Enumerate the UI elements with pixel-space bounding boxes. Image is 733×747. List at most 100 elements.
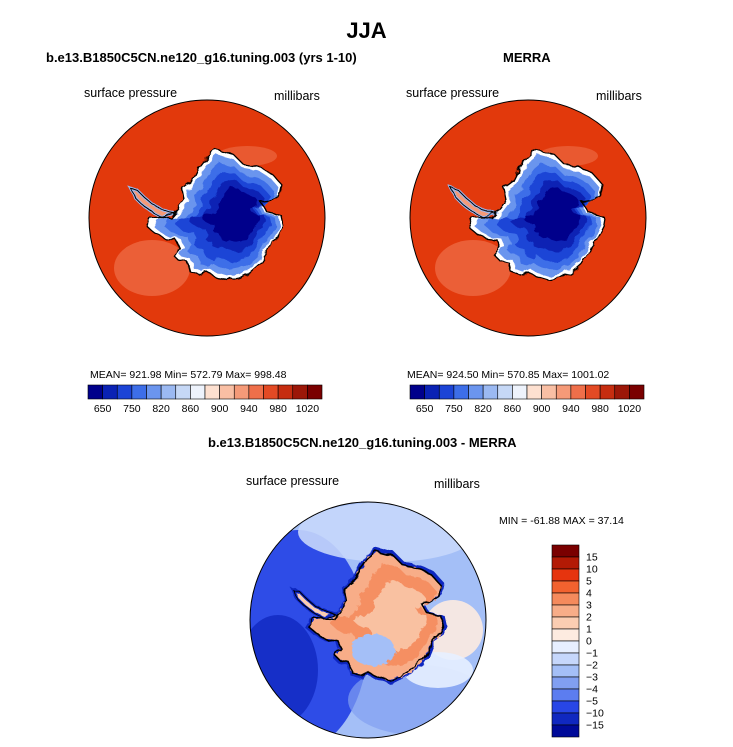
colorbar-tick-label: 650: [94, 403, 112, 415]
colorbar-swatch: [614, 384, 630, 400]
coastline: [307, 550, 445, 682]
colorbar-tick-label: −15: [586, 720, 604, 732]
colorbar-swatch: [277, 384, 294, 400]
colorbar-swatch: [551, 640, 580, 654]
colorbar-tick-label: 980: [591, 403, 609, 415]
colorbar-tick-label: −4: [586, 684, 598, 696]
colorbar-tick-label: 1: [586, 624, 592, 636]
colorbar-tick-label: −5: [586, 696, 598, 708]
colorbar-swatch: [551, 604, 580, 618]
colorbar-tick-label: 650: [416, 403, 434, 415]
coastline: [146, 148, 285, 282]
coastline: [129, 187, 176, 218]
colorbar-swatch: [116, 384, 133, 400]
colorbar-swatch: [551, 556, 580, 570]
colorbar-swatch: [551, 712, 580, 726]
coastline: [467, 148, 606, 282]
left-stats: MEAN= 921.98 Min= 572.79 Max= 998.48: [90, 369, 287, 381]
right-units-label: millibars: [596, 89, 642, 103]
colorbar-swatch: [551, 676, 580, 690]
colorbar-swatch: [599, 384, 616, 400]
colorbar-swatch: [526, 384, 542, 400]
colorbar-tick-label: −3: [586, 672, 598, 684]
diff-stats: MIN = -61.88 MAX = 37.14: [499, 515, 624, 527]
colorbar-swatch: [551, 688, 580, 702]
diff-units-label: millibars: [434, 477, 480, 491]
colorbar-swatch: [87, 384, 103, 400]
colorbar-swatch: [131, 384, 147, 400]
map-boundary: [409, 99, 647, 337]
map-boundary: [88, 99, 326, 337]
colorbar-swatch: [497, 384, 513, 400]
colorbar-swatch: [570, 384, 586, 400]
colorbar-swatch: [204, 384, 220, 400]
colorbar-swatch: [233, 384, 250, 400]
colorbar-tick-label: 4: [586, 588, 592, 600]
colorbar-tick-label: 0: [586, 636, 592, 648]
diff-polar-map: [249, 501, 487, 739]
ocean-low-patch: [435, 240, 511, 296]
colorbar-swatch: [146, 384, 162, 400]
colorbar-tick-label: 820: [152, 403, 170, 415]
left-panel-title: b.e13.B1850C5CN.ne120_g16.tuning.003 (yr…: [46, 50, 357, 65]
colorbar-tick-label: 750: [123, 403, 141, 415]
colorbar-tick-label: 900: [533, 403, 551, 415]
colorbar-swatch: [248, 384, 264, 400]
colorbar-tick-label: −10: [586, 708, 604, 720]
colorbar-swatch: [482, 384, 499, 400]
colorbar-tick-label: −1: [586, 648, 598, 660]
colorbar-tick-label: 10: [586, 564, 598, 576]
left-variable-label: surface pressure: [84, 86, 178, 100]
right-polar-map: [409, 99, 647, 337]
coastline: [450, 187, 497, 218]
colorbar-tick-label: 980: [269, 403, 287, 415]
map-boundary: [249, 501, 487, 739]
colorbar-swatch: [307, 384, 323, 400]
right-stats: MEAN= 924.50 Min= 570.85 Max= 1001.02: [407, 369, 610, 381]
diff-variable-label: surface pressure: [246, 474, 340, 488]
colorbar-swatch: [438, 384, 455, 400]
colorbar-swatch: [453, 384, 469, 400]
colorbar-swatch: [551, 616, 580, 630]
colorbar-swatch: [551, 700, 580, 714]
colorbar-tick-label: 2: [586, 612, 592, 624]
colorbar-tick-label: 1020: [618, 403, 642, 415]
colorbar-tick-label: 1020: [296, 403, 320, 415]
colorbar-tick-label: 940: [240, 403, 258, 415]
colorbar-swatch: [292, 384, 308, 400]
colorbar-swatch: [263, 384, 279, 400]
contour-level: [353, 579, 428, 651]
colorbar-swatch: [551, 544, 580, 558]
colorbar-swatch: [512, 384, 528, 400]
negative-region: [250, 615, 318, 725]
colorbar-tick-label: 860: [504, 403, 522, 415]
diff-panel-title: b.e13.B1850C5CN.ne120_g16.tuning.003 - M…: [208, 435, 517, 450]
colorbar-tick-label: 900: [211, 403, 229, 415]
colorbar-tick-label: 860: [182, 403, 200, 415]
colorbar-swatch: [551, 628, 580, 642]
colorbar-swatch: [551, 724, 580, 738]
colorbar-swatch: [219, 384, 235, 400]
left-colorbar: 650 750 820 860 900 940 980 1020: [87, 384, 323, 415]
colorbar-swatch: [424, 384, 440, 400]
colorbar-swatch: [551, 652, 580, 666]
colorbar-swatch: [541, 384, 557, 400]
contour-level: [523, 186, 581, 242]
ocean-low-patch: [114, 240, 190, 296]
colorbar-swatch: [468, 384, 484, 400]
right-variable-label: surface pressure: [406, 86, 500, 100]
coastline: [291, 588, 337, 619]
right-panel-title: MERRA: [503, 50, 551, 65]
contour-level: [202, 186, 260, 242]
main-title: JJA: [346, 18, 387, 43]
colorbar-tick-label: 5: [586, 576, 592, 588]
left-polar-map: [88, 99, 326, 337]
colorbar-tick-label: 3: [586, 600, 592, 612]
colorbar-swatch: [102, 384, 118, 400]
colorbar-swatch: [160, 384, 177, 400]
colorbar-tick-label: 15: [586, 552, 598, 564]
colorbar-tick-label: −2: [586, 660, 598, 672]
colorbar-swatch: [551, 592, 580, 606]
